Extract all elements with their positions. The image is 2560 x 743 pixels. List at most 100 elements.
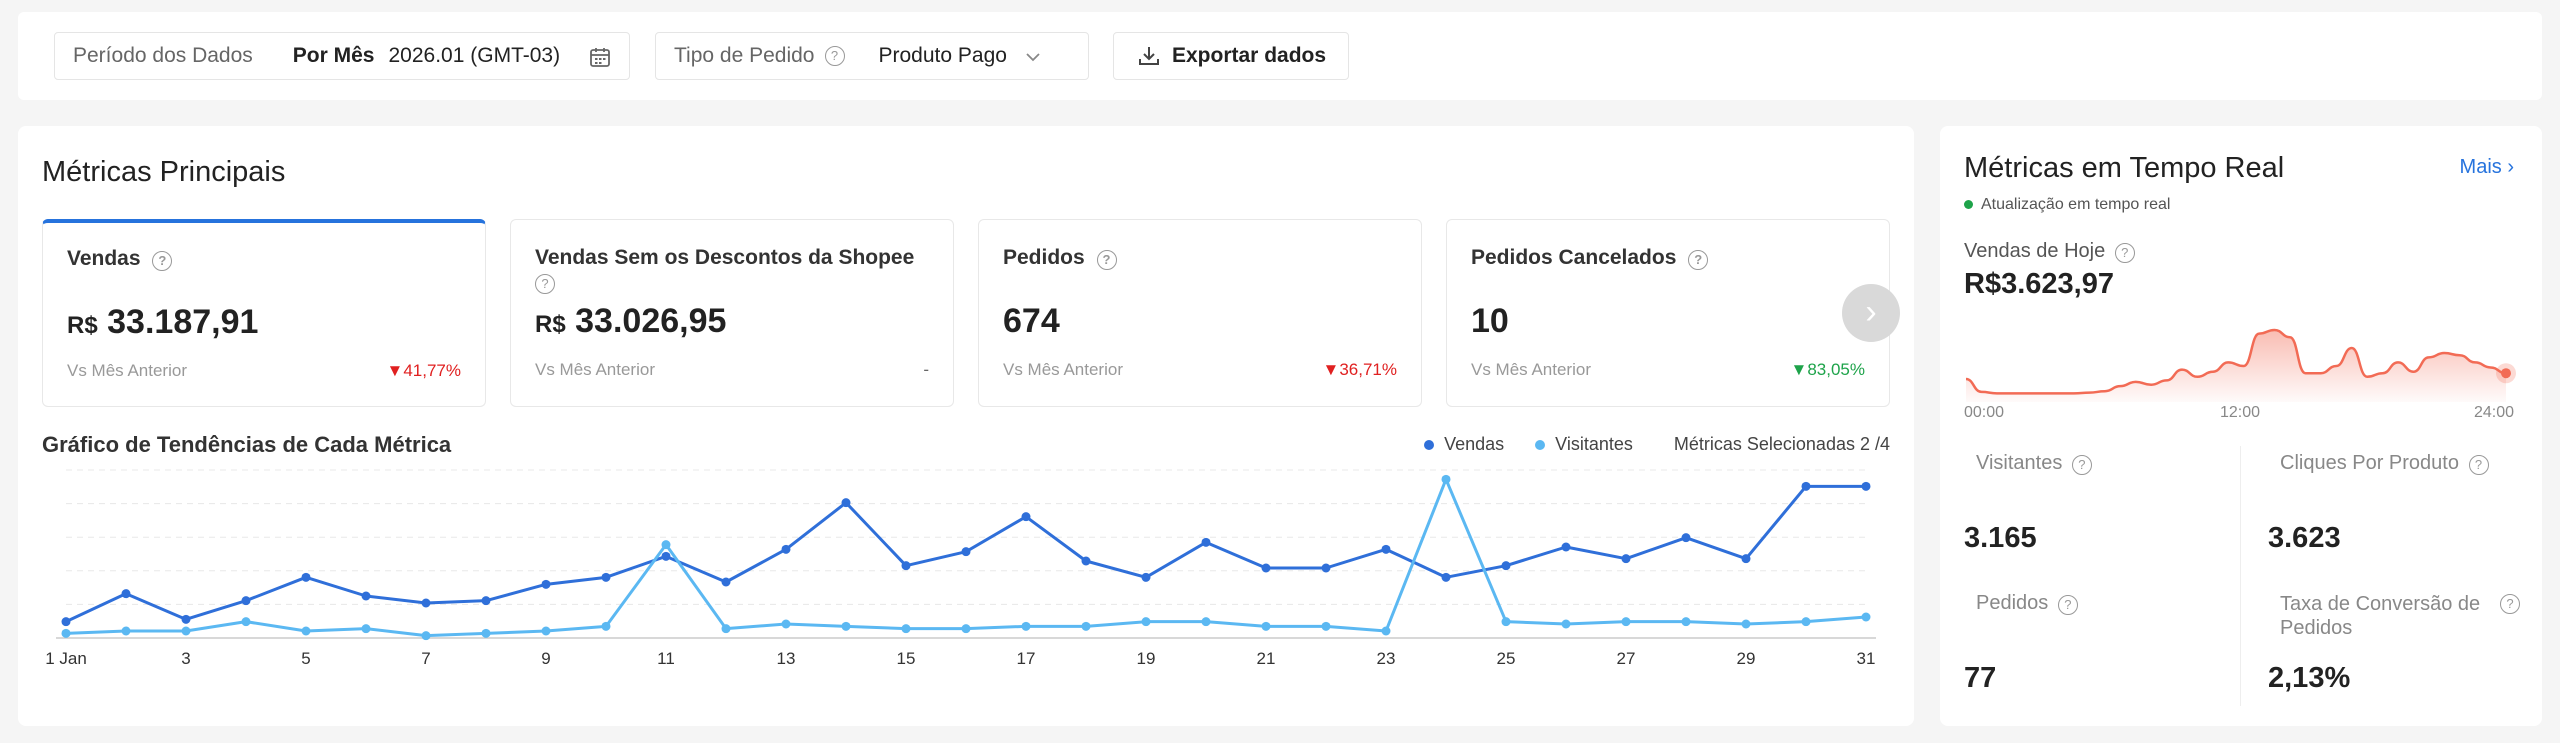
data-point-visitantes[interactable] [1021,621,1031,631]
help-icon[interactable]: ? [1096,250,1117,270]
legend-visitantes[interactable]: Visitantes [1535,434,1633,454]
data-point-vendas[interactable] [481,596,491,606]
data-point-visitantes[interactable] [1441,474,1451,484]
data-point-vendas[interactable] [1081,556,1091,566]
help-icon[interactable]: ? [535,274,555,294]
metric-card-pedidos-cancelados[interactable]: Pedidos Cancelados ? 10 Vs Mês Anterior … [1446,219,1890,407]
metric-compare: Vs Mês Anterior [1471,360,1591,379]
data-point-vendas[interactable] [1561,542,1571,552]
data-point-visitantes[interactable] [421,631,431,641]
realtime-title: Métricas em Tempo Real [1964,152,2285,184]
data-point-vendas[interactable] [181,614,191,624]
data-point-vendas[interactable] [1441,572,1451,582]
data-point-vendas[interactable] [61,617,71,627]
period-filter[interactable]: Período dos Dados Por Mês 2026.01 (GMT-0… [54,32,630,80]
metric-card-vendas-sem-descontos[interactable]: Vendas Sem os Descontos da Shopee ? R$ 3… [510,219,954,407]
data-point-visitantes[interactable] [1681,617,1691,627]
metric-value: 10 [1471,302,1509,340]
sales-today-value: R$3.623,97 [1964,268,2114,300]
help-icon[interactable]: ? [2468,455,2489,475]
data-point-visitantes[interactable] [1081,621,1091,631]
calendar-icon[interactable] [589,46,611,74]
data-point-visitantes[interactable] [721,624,731,634]
data-point-visitantes[interactable] [1321,621,1331,631]
help-icon[interactable]: ? [1688,250,1709,270]
data-point-visitantes[interactable] [541,626,551,636]
data-point-visitantes[interactable] [781,619,791,629]
triangle-down-icon: ▼ [1322,360,1340,379]
data-point-visitantes[interactable] [61,628,71,638]
data-point-vendas[interactable] [661,551,671,561]
data-point-visitantes[interactable] [601,621,611,631]
data-point-vendas[interactable] [601,572,611,582]
data-point-vendas[interactable] [1801,481,1811,491]
data-point-vendas[interactable] [1861,481,1871,491]
data-point-visitantes[interactable] [1501,617,1511,627]
live-point[interactable] [2501,368,2511,379]
data-point-vendas[interactable] [1021,512,1031,522]
help-icon[interactable]: ? [152,251,173,271]
data-point-vendas[interactable] [901,561,911,571]
data-point-vendas[interactable] [841,498,851,508]
data-point-vendas[interactable] [1201,537,1211,547]
data-point-visitantes[interactable] [1741,619,1751,629]
data-point-visitantes[interactable] [121,626,131,636]
data-point-visitantes[interactable] [481,628,491,638]
data-point-visitantes[interactable] [1561,619,1571,629]
data-point-vendas[interactable] [1501,561,1511,571]
metric-card-vendas[interactable]: Vendas ? R$ 33.187,91 Vs Mês Anterior ▼4… [42,219,486,407]
help-icon[interactable]: ? [2500,594,2520,614]
trend-chart: 1 Jan 3 5 7 9 11 13 15 17 19 21 23 25 27 29 31 [45,469,1876,668]
data-point-vendas[interactable] [1321,563,1331,573]
data-point-visitantes[interactable] [961,624,971,634]
data-point-visitantes[interactable] [241,617,251,627]
data-point-visitantes[interactable] [361,624,371,634]
data-point-vendas[interactable] [301,572,311,582]
data-point-vendas[interactable] [1141,572,1151,582]
data-point-visitantes[interactable] [301,626,311,636]
data-point-visitantes[interactable] [1861,612,1871,622]
x-tick-label: 15 [897,649,916,668]
chevron-right-icon[interactable]: › [1842,284,1900,342]
more-link[interactable]: Mais › [2459,156,2514,178]
data-point-vendas[interactable] [361,591,371,601]
data-point-visitantes[interactable] [1201,617,1211,627]
data-point-visitantes[interactable] [841,621,851,631]
data-point-vendas[interactable] [241,596,251,606]
data-point-vendas[interactable] [121,589,131,599]
data-point-visitantes[interactable] [1801,617,1811,627]
data-point-vendas[interactable] [1681,533,1691,543]
data-point-visitantes[interactable] [901,624,911,634]
live-dot-icon [1964,200,1973,210]
export-button[interactable]: Exportar dados [1113,32,1349,80]
data-point-visitantes[interactable] [1381,626,1391,636]
x-tick-label: 1 Jan [45,649,87,668]
data-point-vendas[interactable] [1381,544,1391,554]
metric-currency: R$ [535,311,566,338]
data-point-vendas[interactable] [961,547,971,557]
data-point-vendas[interactable] [1261,563,1271,573]
legend-vendas[interactable]: Vendas [1424,434,1504,454]
data-point-vendas[interactable] [1741,554,1751,564]
metric-card-pedidos[interactable]: Pedidos ? 674 Vs Mês Anterior ▼36,71% [978,219,1422,407]
data-point-visitantes[interactable] [181,626,191,636]
data-point-vendas[interactable] [781,544,791,554]
x-tick-label: 23 [1377,649,1396,668]
data-point-visitantes[interactable] [1261,621,1271,631]
help-icon[interactable]: ? [2114,243,2135,263]
help-icon[interactable]: ? [824,46,845,66]
data-point-visitantes[interactable] [1141,617,1151,627]
data-point-visitantes[interactable] [661,540,671,550]
data-point-vendas[interactable] [721,577,731,587]
data-point-vendas[interactable] [421,598,431,608]
data-point-vendas[interactable] [541,579,551,589]
help-icon[interactable]: ? [2071,455,2092,475]
selected-metrics[interactable]: Métricas Selecionadas 2 /4 [1673,434,1890,454]
time-tick: 00:00 [1964,404,2005,421]
order-type-label: Tipo de Pedido [674,44,815,67]
data-point-visitantes[interactable] [1621,617,1631,627]
data-point-vendas[interactable] [1621,554,1631,564]
order-type-filter[interactable]: Tipo de Pedido ? Produto Pago [655,32,1089,80]
metric-title: Pedidos [1003,246,1085,269]
help-icon[interactable]: ? [2057,595,2078,615]
